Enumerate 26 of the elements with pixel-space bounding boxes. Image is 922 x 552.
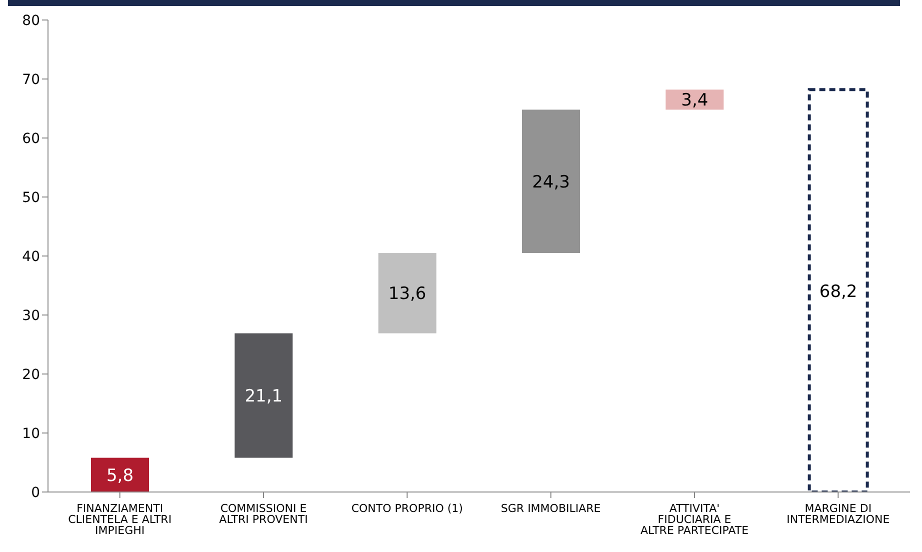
x-tick-label: SGR IMMOBILIARE (500, 502, 601, 515)
data-label: 13,6 (388, 284, 426, 304)
y-tick-label: 80 (22, 12, 40, 29)
data-label: 3,4 (681, 90, 708, 111)
bar (378, 253, 436, 334)
bar (91, 458, 149, 492)
y-tick-label: 10 (22, 426, 40, 442)
x-tick-label: MARGINE DI INTERMEDIAZIONE (786, 502, 890, 526)
x-tick-label: COMMISSIONI E ALTRI PROVENTI (219, 502, 308, 526)
x-tick-label: ATTIVITA' FIDUCIARIA E ALTRE PARTECIPATE (640, 502, 749, 537)
y-tick-label: 20 (22, 366, 40, 383)
bar (808, 88, 869, 492)
x-tick-label: FINANZIAMENTI CLIENTELA E ALTRI IMPIEGHI (68, 502, 172, 537)
y-tick-label: 50 (22, 190, 40, 206)
data-label: 21,1 (244, 386, 283, 407)
x-tick-label: CONTO PROPRIO (1) (351, 502, 463, 515)
y-tick-label: 30 (22, 308, 40, 324)
y-tick-label: 70 (22, 72, 40, 88)
data-label: 24,3 (532, 172, 570, 192)
bar (234, 333, 293, 458)
bar (522, 110, 580, 254)
y-tick-label: 40 (22, 248, 40, 265)
data-label: 68,2 (819, 282, 858, 302)
y-tick-label: 60 (22, 130, 40, 147)
y-tick-label: 0 (31, 484, 40, 501)
data-label: 5,8 (106, 466, 134, 486)
